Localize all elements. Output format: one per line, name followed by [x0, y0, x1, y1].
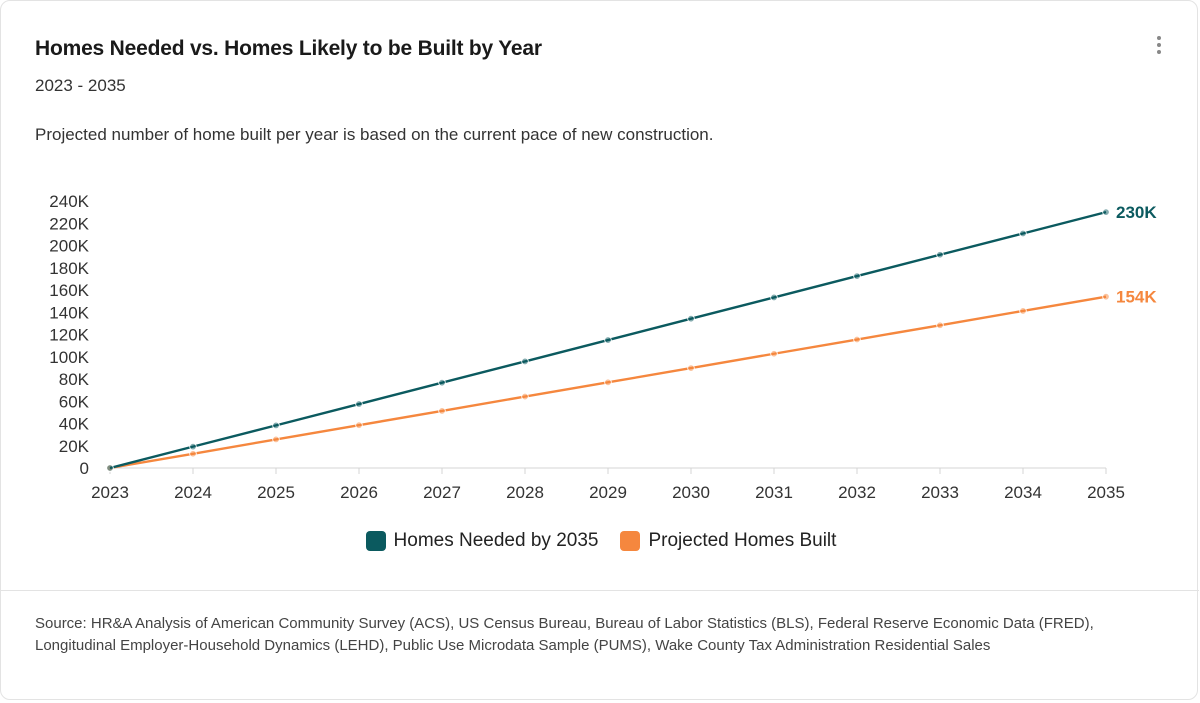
- y-tick-label: 100K: [49, 348, 89, 367]
- data-point: [936, 321, 944, 329]
- legend-swatch: [365, 531, 386, 551]
- legend-swatch: [620, 531, 641, 551]
- data-point: [1019, 229, 1027, 238]
- x-tick-label: 2025: [257, 483, 295, 502]
- end-data-label: 230K: [1116, 203, 1157, 222]
- y-tick-label: 200K: [49, 237, 89, 256]
- data-point: [1102, 208, 1110, 216]
- y-tick-label: 120K: [49, 326, 89, 345]
- chart-subtitle: 2023 - 2035: [35, 76, 126, 95]
- x-tick-label: 2026: [340, 483, 378, 502]
- legend-label: Homes Needed by 2035: [393, 530, 599, 551]
- x-tick-label: 2033: [921, 483, 959, 502]
- x-tick-label: 2027: [423, 483, 461, 502]
- x-tick-label: 2032: [838, 483, 876, 502]
- end-data-label: 154K: [1116, 288, 1157, 307]
- chart-title: Homes Needed vs. Homes Likely to be Buil…: [35, 37, 542, 60]
- y-tick-label: 0: [80, 459, 89, 478]
- data-point: [438, 378, 446, 387]
- x-tick-label: 2030: [672, 483, 710, 502]
- data-point: [604, 336, 612, 344]
- data-point: [189, 450, 197, 458]
- data-point: [521, 357, 529, 366]
- y-tick-label: 220K: [49, 214, 89, 233]
- data-point: [853, 272, 861, 280]
- x-tick-label: 2023: [91, 483, 129, 502]
- data-point: [272, 421, 280, 430]
- data-point: [106, 464, 114, 472]
- y-tick-label: 60K: [59, 392, 90, 411]
- data-point: [355, 400, 363, 408]
- x-tick-label: 2034: [1004, 483, 1042, 502]
- data-point: [770, 293, 778, 302]
- x-tick-label: 2031: [755, 483, 793, 502]
- y-tick-label: 240K: [49, 192, 89, 211]
- y-tick-label: 140K: [49, 303, 89, 322]
- chart-description: Projected number of home built per year …: [35, 125, 714, 144]
- data-point: [189, 442, 197, 451]
- data-point: [936, 251, 944, 259]
- data-point: [604, 378, 612, 387]
- x-tick-label: 2035: [1087, 483, 1125, 502]
- x-tick-label: 2029: [589, 483, 627, 502]
- data-point: [770, 350, 778, 358]
- y-tick-label: 20K: [59, 437, 90, 456]
- y-tick-label: 180K: [49, 259, 89, 278]
- data-point: [438, 407, 446, 415]
- y-tick-label: 80K: [59, 370, 90, 389]
- x-tick-label: 2028: [506, 483, 544, 502]
- chart-legend: Homes Needed by 2035 Projected Homes Buil…: [1, 530, 1200, 552]
- data-point: [687, 364, 695, 372]
- more-vertical-icon[interactable]: [1149, 33, 1169, 57]
- data-point: [1102, 292, 1110, 301]
- divider: [1, 590, 1199, 591]
- source-note: Source: HR&A Analysis of American Commun…: [35, 615, 1094, 654]
- legend-item[interactable]: Projected Homes Built: [620, 530, 836, 552]
- data-point: [1019, 307, 1027, 315]
- data-point: [355, 421, 363, 429]
- x-tick-label: 2024: [174, 483, 212, 502]
- y-tick-label: 160K: [49, 281, 89, 300]
- legend-item[interactable]: Homes Needed by 2035: [365, 530, 599, 552]
- data-point: [272, 435, 280, 444]
- line-chart: 0 20K 40K 60K 80K 100K 120K 140K 160K 180K 200K 220…: [49, 192, 1157, 502]
- data-point: [687, 315, 695, 323]
- y-tick-label: 40K: [59, 415, 90, 434]
- legend-label: Projected Homes Built: [648, 530, 837, 551]
- data-point: [521, 392, 529, 401]
- data-point: [853, 335, 861, 344]
